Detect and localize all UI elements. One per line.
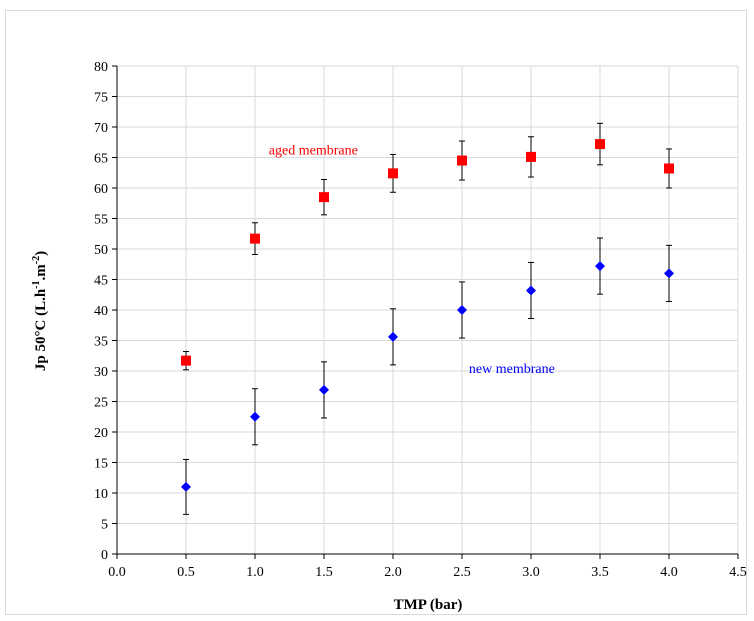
y-axis-title-mid: .m xyxy=(33,264,49,281)
marker-aged-membrane xyxy=(388,168,398,179)
y-axis-title-suffix: ) xyxy=(33,251,49,256)
y-tick-label: 0 xyxy=(101,548,108,563)
y-axis-title-prefix: Jp 50°C (L.h xyxy=(33,288,49,371)
y-tick-label: 50 xyxy=(94,243,108,258)
y-axis-title-sup1: -1 xyxy=(31,280,42,288)
chart-frame xyxy=(5,10,747,615)
marker-aged-membrane xyxy=(319,192,329,203)
x-tick-label: 3.5 xyxy=(591,565,609,580)
marker-aged-membrane xyxy=(181,355,191,366)
y-tick-label: 65 xyxy=(94,152,108,167)
markers xyxy=(181,139,674,492)
y-tick-label: 60 xyxy=(94,182,108,197)
marker-aged-membrane xyxy=(664,163,674,174)
y-tick-label: 5 xyxy=(101,518,108,533)
y-tick-label: 20 xyxy=(94,426,108,441)
marker-new-membrane xyxy=(250,411,260,422)
x-tick-label: 2.0 xyxy=(384,565,402,580)
x-tick-label: 2.5 xyxy=(453,565,471,580)
marker-new-membrane xyxy=(595,261,605,272)
y-tick-label: 45 xyxy=(94,274,108,289)
y-tick-label: 70 xyxy=(94,121,108,136)
y-tick-label: 40 xyxy=(94,304,108,319)
x-tick-label: 1.0 xyxy=(246,565,264,580)
annotation-new-membrane: new membrane xyxy=(469,362,555,377)
marker-new-membrane xyxy=(457,305,467,315)
marker-new-membrane xyxy=(388,331,398,342)
marker-new-membrane xyxy=(319,384,329,395)
tick-labels: 0.0 0.5 1.0 1.5 2.0 2.5 3.0 3.5 4.0 4.5 0 5 10 15 20 25… xyxy=(94,60,747,580)
marker-aged-membrane xyxy=(250,233,260,244)
x-tick-label: 4.0 xyxy=(660,565,678,580)
x-axis-title: TMP (bar) xyxy=(394,597,463,613)
x-tick-label: 3.0 xyxy=(522,565,540,580)
y-axis-title: Jp 50°C (L.h-1.m-2) xyxy=(31,251,49,371)
x-tick-label: 0.0 xyxy=(108,565,126,580)
y-tick-label: 75 xyxy=(94,91,108,106)
marker-aged-membrane xyxy=(457,155,467,166)
marker-new-membrane xyxy=(181,481,191,492)
marker-aged-membrane xyxy=(595,139,605,150)
y-tick-label: 10 xyxy=(94,487,108,502)
marker-aged-membrane xyxy=(526,151,536,162)
x-tick-label: 1.5 xyxy=(315,565,333,580)
x-tick-label: 4.5 xyxy=(729,565,747,580)
y-tick-label: 55 xyxy=(94,213,108,228)
y-tick-label: 30 xyxy=(94,365,108,380)
grid xyxy=(116,65,739,555)
y-tick-label: 35 xyxy=(94,335,108,350)
x-tick-label: 0.5 xyxy=(177,565,195,580)
y-tick-label: 80 xyxy=(94,60,108,75)
error-bars xyxy=(183,122,672,515)
axes xyxy=(112,65,739,559)
annotations: aged membrane new membrane xyxy=(269,143,555,376)
marker-new-membrane xyxy=(526,285,536,296)
y-axis-title-sup2: -2 xyxy=(31,256,42,264)
marker-new-membrane xyxy=(664,268,674,279)
y-tick-label: 15 xyxy=(94,457,108,472)
y-tick-label: 25 xyxy=(94,396,108,411)
annotation-aged-membrane: aged membrane xyxy=(269,143,358,158)
